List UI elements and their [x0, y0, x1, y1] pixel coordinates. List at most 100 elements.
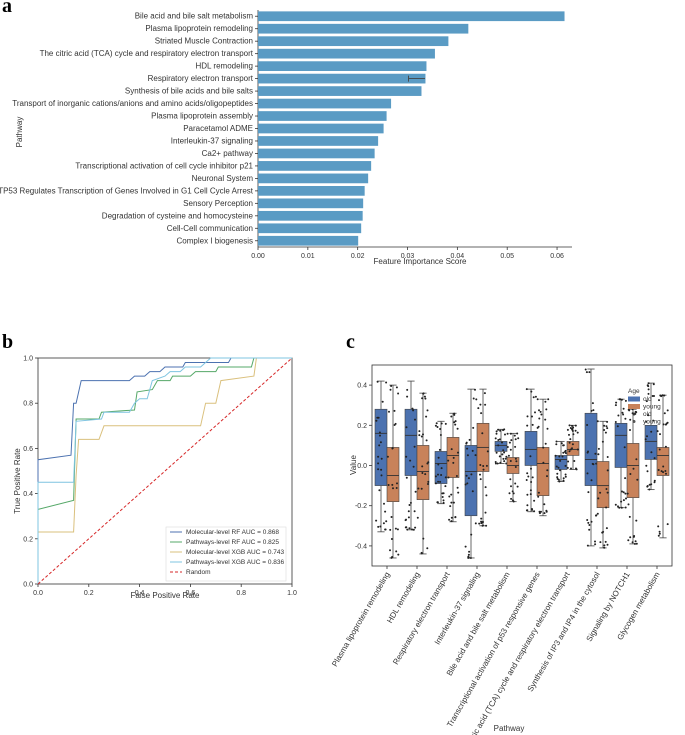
data-point: [484, 511, 487, 514]
data-point: [635, 458, 638, 461]
chart-b-xtick-label: 0.6: [186, 590, 196, 597]
data-point: [504, 457, 507, 460]
legend-marker: [632, 412, 636, 416]
data-point: [395, 550, 398, 553]
category-label: Bile acid and bile salt metabolism: [445, 570, 512, 677]
data-point: [543, 503, 546, 506]
panel-label-c: c: [346, 331, 355, 353]
roc-chart: 0.00.0 0.2 0.2 0.4 0.4 0.6 0.6 0.8 0.8 1.0 1.0 Mole…: [23, 356, 297, 598]
data-point: [506, 446, 509, 448]
data-point: [497, 444, 500, 447]
data-point: [386, 455, 389, 458]
data-point: [397, 553, 400, 556]
category-label: Striated Muscle Contraction: [155, 37, 253, 46]
data-point: [590, 520, 593, 523]
data-point: [486, 450, 489, 453]
data-point: [470, 473, 473, 476]
data-point: [531, 476, 534, 479]
chart-a-xtick-label: 0.03: [401, 253, 415, 260]
data-point: [456, 427, 459, 430]
data-point: [498, 438, 501, 441]
data-point: [422, 392, 425, 395]
data-point: [425, 439, 428, 442]
data-point: [633, 542, 636, 545]
data-point: [390, 556, 393, 559]
data-point: [545, 509, 548, 512]
chart-c-ylabel: Value: [349, 455, 358, 475]
legend-label: Molecular-level RF AUC = 0.868: [186, 529, 279, 536]
data-point: [449, 505, 452, 508]
chart-b-ytick-label: 0.0: [23, 582, 33, 589]
data-point: [421, 465, 424, 468]
data-point: [416, 516, 419, 519]
data-point: [516, 485, 519, 488]
data-point: [510, 439, 513, 442]
data-point: [648, 488, 651, 491]
chart-a-xtick-label: 0.05: [500, 253, 514, 260]
data-point: [596, 420, 599, 423]
data-point: [501, 441, 503, 444]
data-point: [501, 453, 504, 456]
data-point: [620, 506, 623, 509]
data-point: [648, 483, 651, 486]
category-label: Plasma lipoprotein remodeling: [330, 571, 392, 669]
box-young: [386, 447, 400, 502]
data-point: [475, 398, 478, 401]
data-point: [557, 478, 560, 481]
data-point: [536, 398, 539, 401]
data-point: [544, 442, 547, 445]
data-point: [606, 491, 609, 494]
data-point: [510, 497, 513, 500]
data-point: [496, 462, 499, 465]
data-point: [615, 401, 618, 404]
data-point: [377, 416, 380, 419]
data-point: [657, 534, 660, 537]
data-point: [480, 517, 483, 520]
data-point: [571, 424, 573, 427]
data-point: [454, 423, 457, 426]
data-point: [468, 550, 471, 553]
data-point: [619, 398, 622, 401]
data-point: [530, 467, 532, 470]
data-point: [377, 455, 380, 458]
data-point: [666, 421, 669, 424]
roc-curve: [37, 357, 292, 584]
bar: [258, 73, 426, 84]
data-point: [412, 528, 415, 531]
chart-c-ytick-label: 0.4: [357, 383, 367, 390]
data-point: [599, 541, 602, 544]
bar: [258, 148, 375, 159]
legend-label: Pathways-level XGB AUC = 0.836: [186, 559, 284, 566]
data-point: [464, 545, 467, 548]
bar: [258, 223, 362, 234]
data-point: [529, 489, 532, 492]
data-point: [606, 427, 609, 430]
data-point: [606, 420, 609, 423]
data-point: [570, 467, 572, 470]
data-point: [629, 473, 632, 475]
bar: [258, 136, 379, 146]
data-point: [586, 451, 589, 454]
data-point: [436, 501, 439, 504]
category-label: Paracetamol ADME: [183, 124, 253, 133]
data-point: [586, 519, 589, 521]
data-point: [568, 441, 571, 444]
bar: [258, 61, 427, 71]
data-point: [497, 439, 500, 441]
data-point: [572, 433, 575, 436]
data-point: [588, 524, 591, 526]
chart-b-xtick-label: 1.0: [287, 590, 297, 597]
legend-label: young: [643, 404, 661, 411]
data-point: [421, 397, 424, 400]
data-point: [614, 503, 617, 506]
data-point: [509, 478, 512, 481]
box-old: [404, 408, 418, 476]
data-point: [514, 482, 517, 485]
data-point: [426, 547, 429, 550]
data-point: [503, 451, 506, 454]
roc-curve: [37, 357, 293, 585]
legend-label: Pathways-level RF AUC = 0.825: [186, 539, 279, 546]
data-point: [420, 487, 423, 490]
legend-marker: [632, 420, 636, 423]
